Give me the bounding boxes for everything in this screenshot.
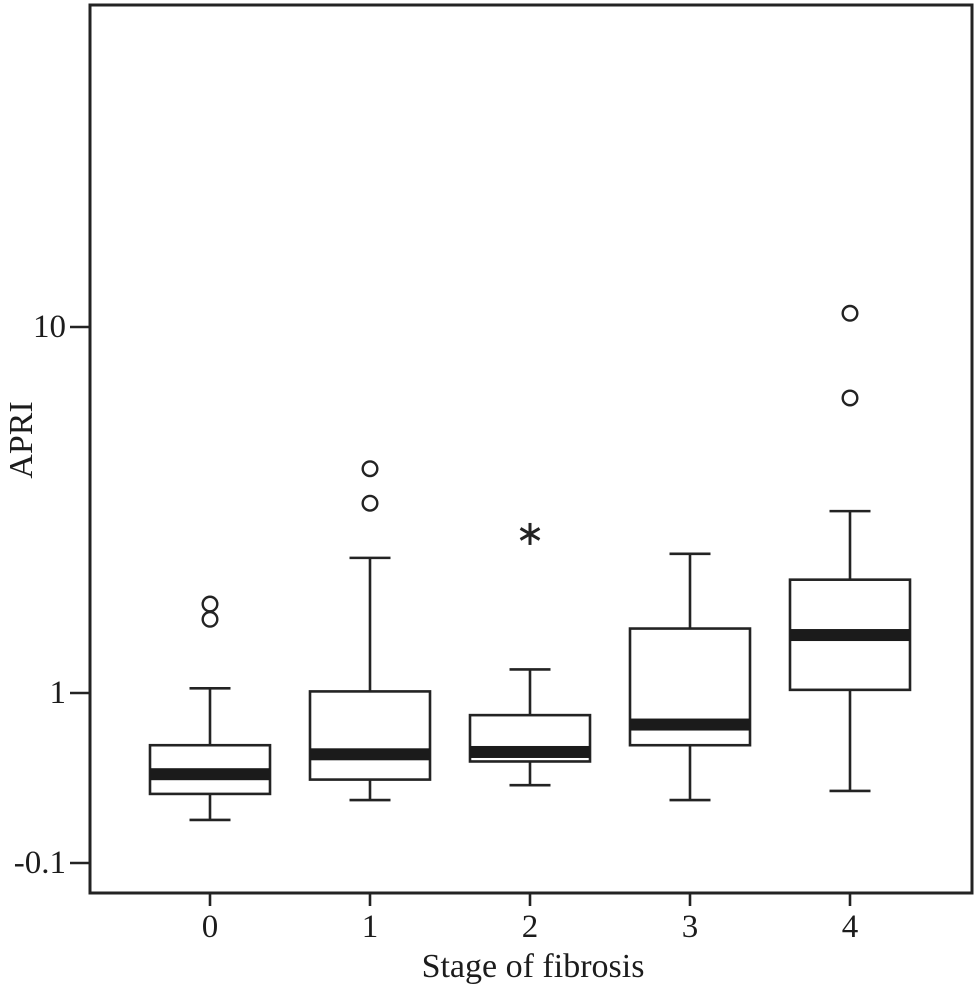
y-tick-label-10: 10 (33, 309, 66, 345)
outlier-circle-stage-0-1 (201, 595, 219, 613)
median-band-stage-0 (150, 768, 270, 781)
y-axis-title: APRI (3, 401, 40, 479)
median-band-stage-3 (630, 718, 750, 731)
outlier-circle-stage-0-0 (201, 610, 219, 628)
x-tick-label-1: 1 (361, 909, 379, 945)
median-band-stage-1 (310, 748, 430, 761)
x-tick-label-4: 4 (841, 909, 859, 945)
x-axis-title: Stage of fibrosis (421, 948, 645, 985)
outlier-circle-stage-4-0 (841, 389, 859, 407)
outlier-circle-stage-4-1 (841, 304, 859, 322)
outlier-circle-stage-1-0 (361, 494, 379, 512)
x-tick-label-3: 3 (681, 909, 699, 945)
x-tick-label-0: 0 (201, 909, 219, 945)
iqr-box-stage-1 (308, 690, 432, 781)
y-tick-label-minus-0-1: -0.1 (13, 845, 66, 881)
extreme-asterisk-stage-2-0 (519, 527, 541, 541)
median-band-stage-2 (470, 745, 590, 758)
y-tick-label-1: 1 (49, 675, 67, 711)
median-band-stage-4 (790, 629, 910, 642)
x-tick-label-2: 2 (521, 909, 539, 945)
outlier-circle-stage-1-1 (361, 460, 379, 478)
